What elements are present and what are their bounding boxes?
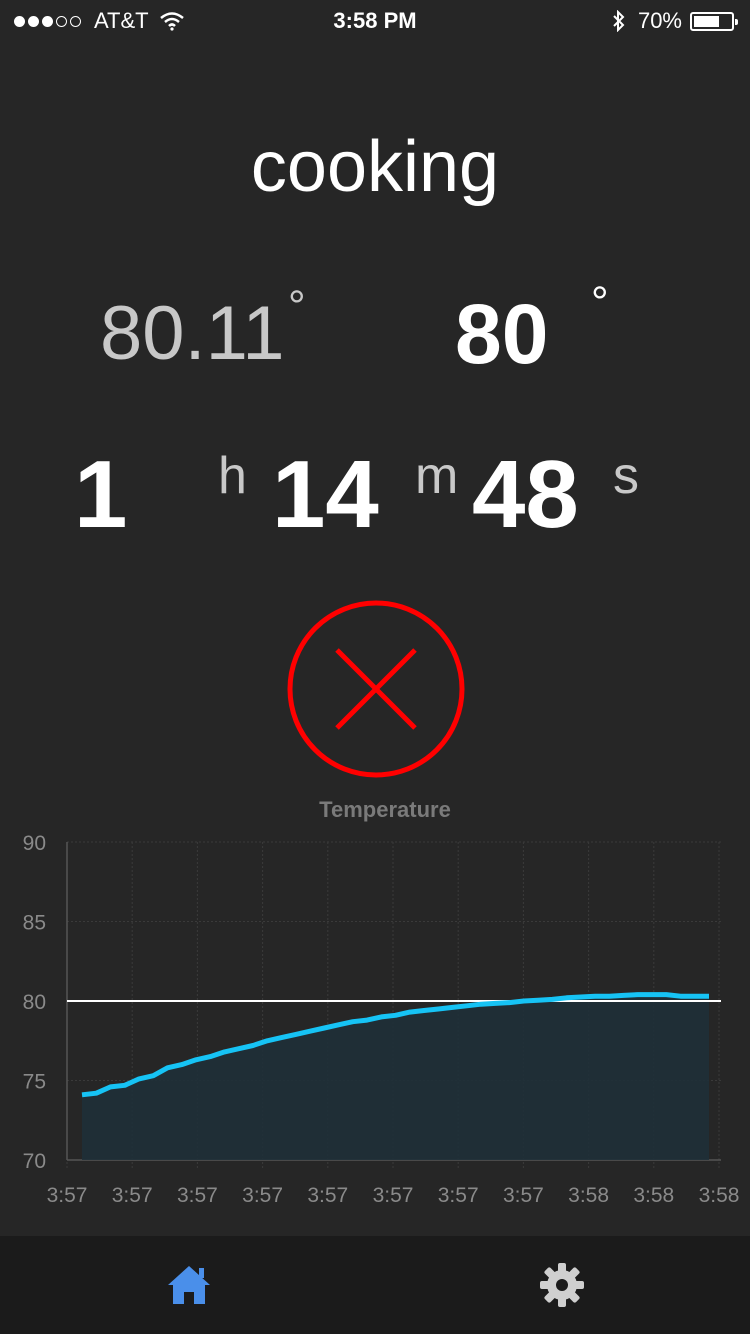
current-temperature-value: 80.11	[100, 291, 285, 376]
wifi-icon	[159, 12, 184, 31]
x-tick-label: 3:57	[503, 1184, 544, 1207]
timer-minutes[interactable]: 14	[272, 441, 379, 548]
signal-dot	[42, 15, 53, 27]
cooking-state-label: cooking	[250, 127, 500, 207]
signal-dot	[70, 15, 81, 27]
signal-dot	[14, 15, 25, 27]
timer-hours-unit: h	[218, 447, 247, 505]
home-icon[interactable]	[164, 1260, 214, 1310]
x-tick-label: 3:57	[373, 1184, 414, 1207]
y-tick-label: 75	[23, 1071, 46, 1094]
cancel-cook-button[interactable]	[285, 598, 467, 780]
status-left: AT&T	[14, 8, 185, 34]
x-tick-label: 3:57	[177, 1184, 218, 1207]
current-temperature: 80.11 °	[100, 282, 306, 377]
signal-strength-icon	[14, 15, 84, 27]
temperature-line	[81, 992, 709, 1098]
signal-dot	[28, 15, 39, 27]
battery-fill	[694, 15, 719, 27]
tab-bar	[0, 1236, 750, 1334]
y-tick-label: 70	[23, 1150, 46, 1173]
x-tick-label: 3:58	[633, 1184, 674, 1207]
signal-dot	[56, 15, 67, 27]
target-degree-symbol: °	[591, 278, 609, 327]
x-tick-label: 3:57	[47, 1184, 88, 1207]
current-degree-symbol: °	[288, 282, 306, 331]
cook-timer[interactable]: 1 h 14 m 48 s	[0, 440, 750, 550]
timer-minutes-unit: m	[415, 447, 459, 505]
y-tick-label: 85	[23, 912, 46, 935]
status-bar: AT&T 3:58 PM 70%	[0, 0, 750, 40]
x-tick-label: 3:57	[438, 1184, 479, 1207]
battery-percent: 70%	[637, 8, 682, 33]
target-temperature-value[interactable]: 80	[455, 287, 549, 381]
timer-hours[interactable]: 1	[74, 441, 128, 548]
status-right: 70%	[612, 8, 738, 34]
x-tick-label: 3:57	[242, 1184, 283, 1207]
chart-title: Temperature	[319, 797, 451, 822]
timer-seconds[interactable]: 48	[472, 441, 579, 548]
x-tick-label: 3:58	[699, 1184, 740, 1207]
close-icon	[287, 600, 465, 778]
x-tick-label: 3:57	[307, 1184, 348, 1207]
bluetooth-icon	[613, 10, 625, 32]
y-tick-label: 90	[23, 832, 46, 855]
status-time: 3:58 PM	[333, 8, 417, 33]
timer-seconds-unit: s	[613, 447, 639, 505]
carrier-label: AT&T	[94, 8, 149, 33]
target-temperature[interactable]: 80 °	[455, 278, 609, 383]
battery-icon	[690, 11, 738, 31]
y-tick-label: 80	[23, 991, 46, 1014]
x-tick-label: 3:57	[112, 1184, 153, 1207]
temperature-area	[82, 994, 709, 1160]
x-tick-label: 3:58	[568, 1184, 609, 1207]
gear-icon[interactable]	[537, 1260, 587, 1310]
